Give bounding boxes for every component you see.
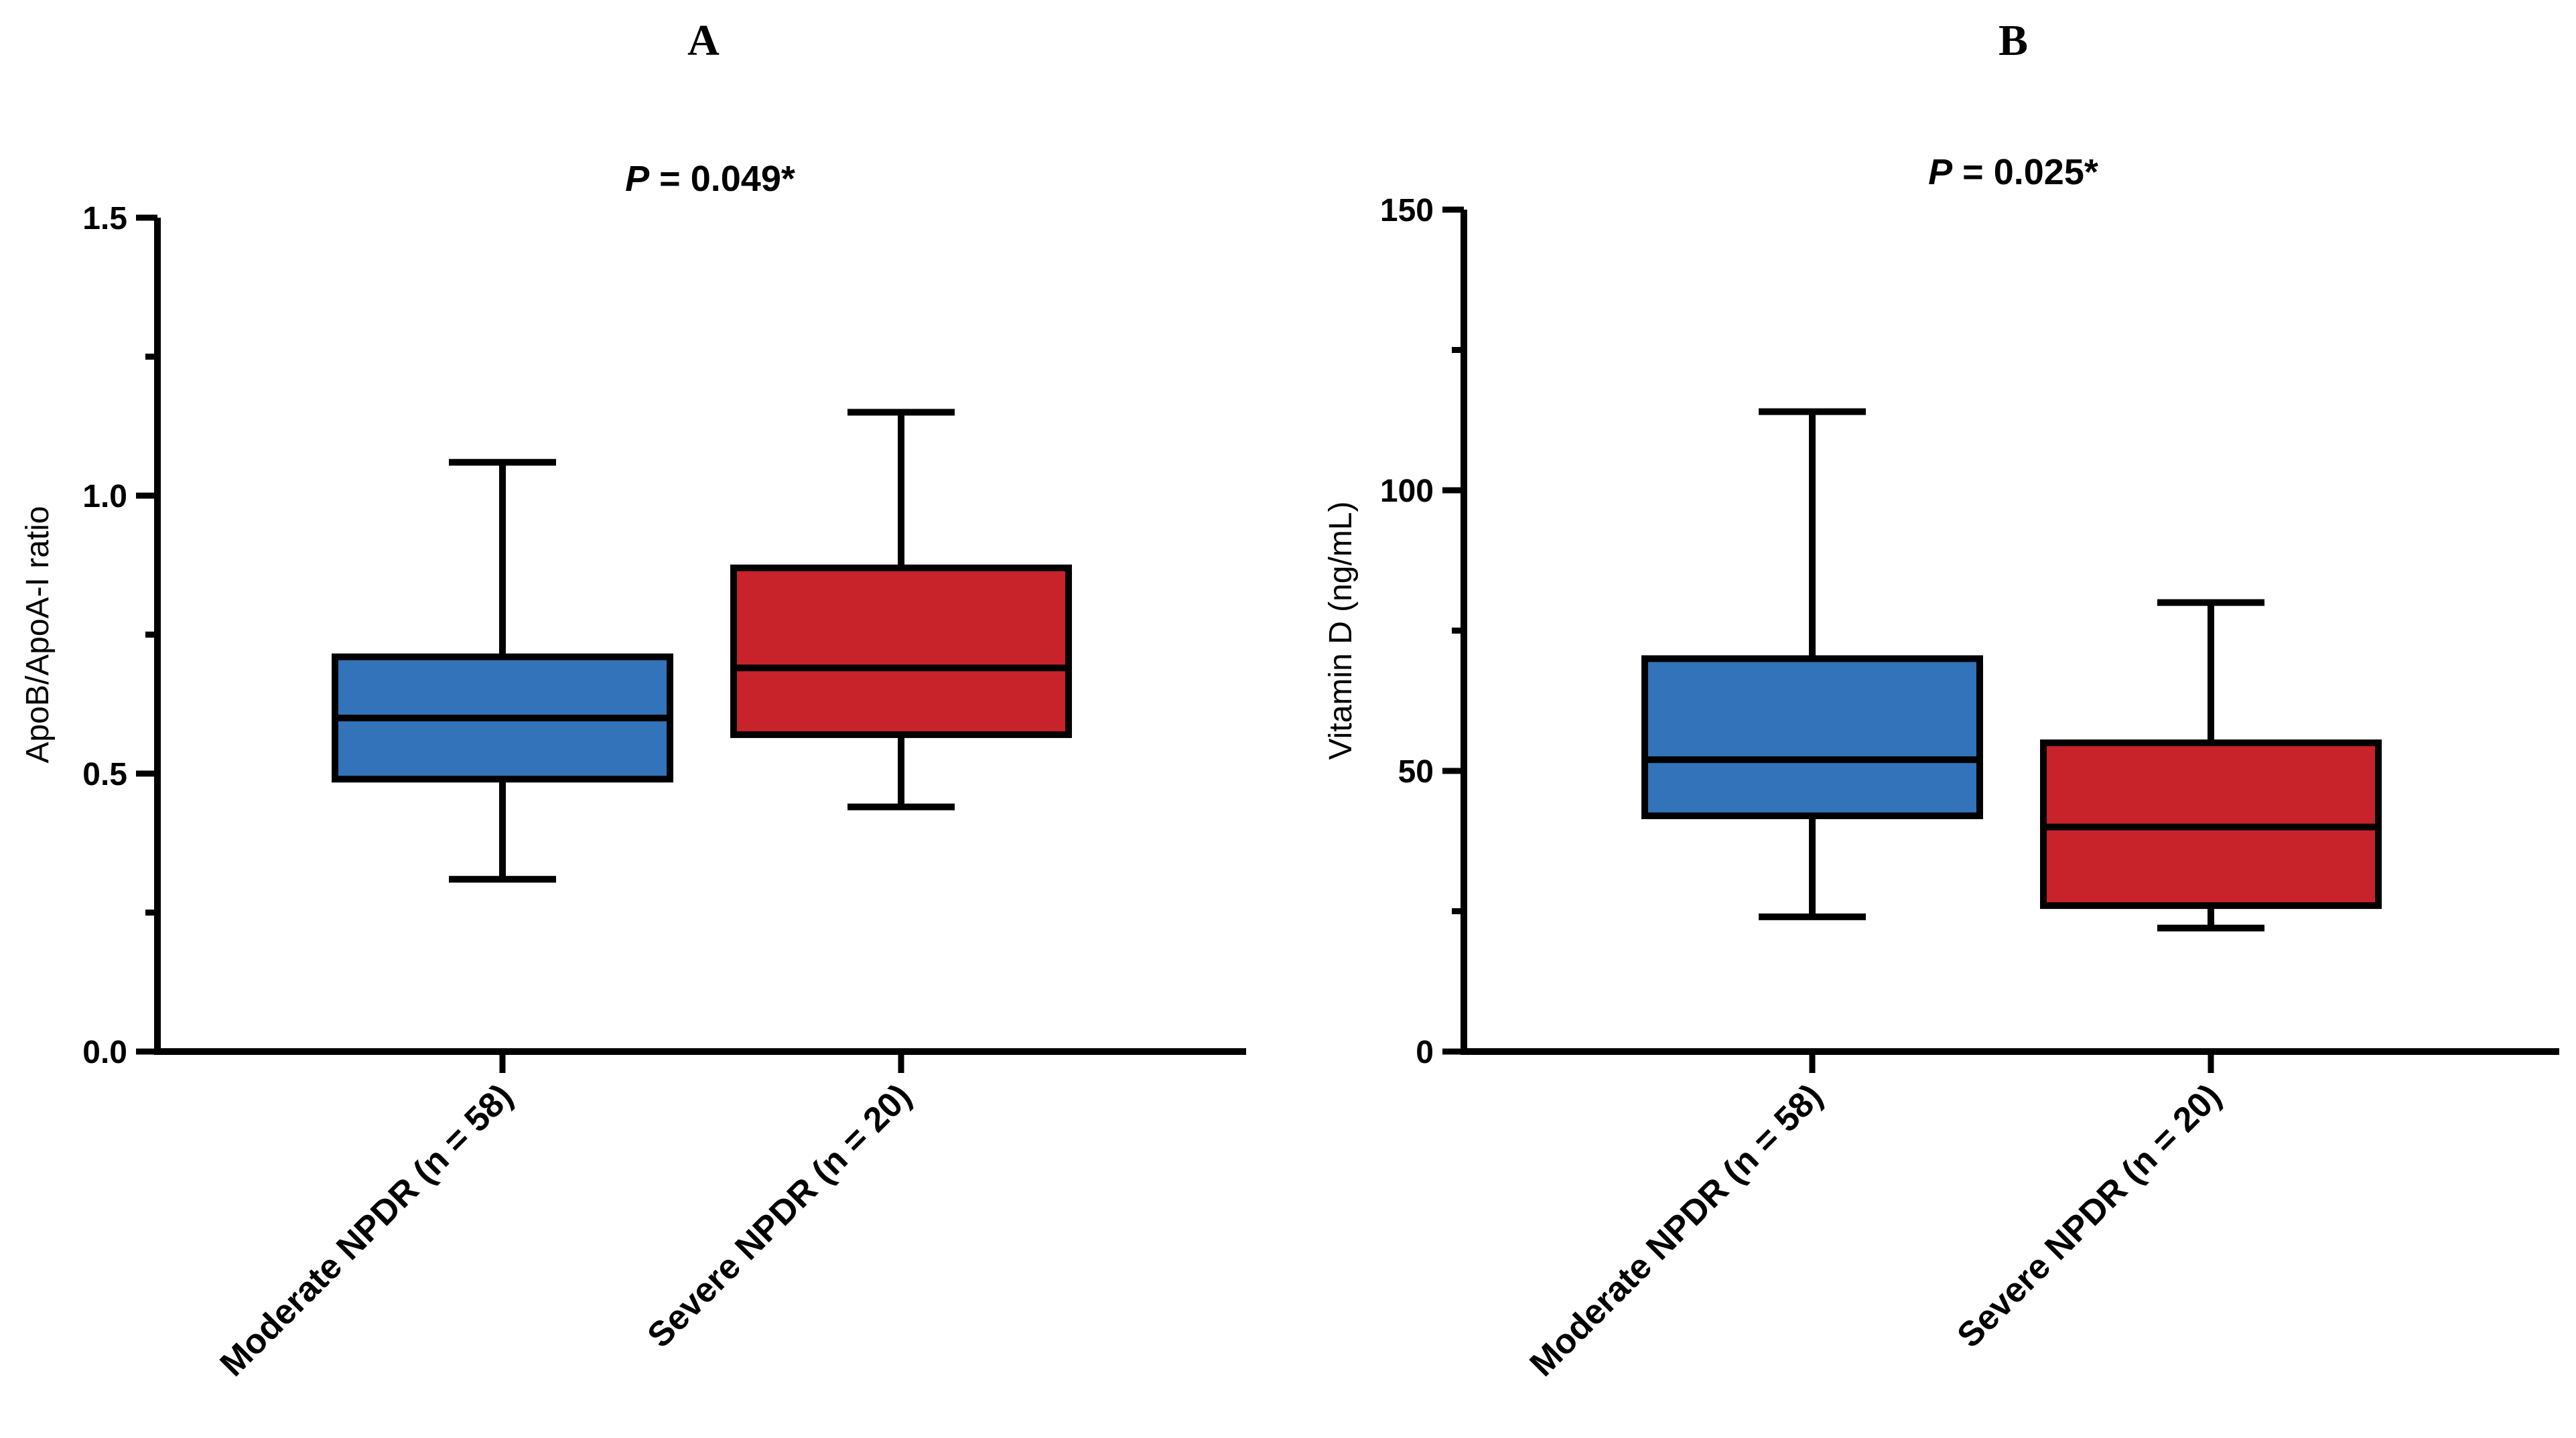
p-value-text: = 0.049*	[649, 159, 795, 199]
box-group	[1641, 408, 1983, 920]
panel-letter: A	[687, 16, 720, 65]
p-value-italic-p: P	[625, 159, 650, 199]
y-axis-title: Vitamin D (ng/mL)	[1323, 502, 1359, 760]
category-label: Moderate NPDR (n = 58)	[1523, 1076, 1830, 1384]
y-tick-label: 50	[1398, 754, 1434, 790]
box-group	[332, 459, 673, 883]
category-label: Severe NPDR (n = 20)	[640, 1076, 919, 1355]
y-tick-label: 0.5	[82, 757, 127, 792]
panel-b: B P = 0.025* 0 50 100 150 Vitamin D (ng/mL) Mod…	[1323, 16, 2559, 1384]
box-group	[730, 409, 1072, 810]
p-value-title: P = 0.049*	[625, 159, 795, 199]
y-axis-title: ApoB/ApoA-I ratio	[20, 506, 56, 763]
y-tick-label: 0.0	[82, 1035, 127, 1070]
iqr-box	[730, 564, 1072, 738]
iqr-box	[1641, 655, 1983, 820]
y-tick-label: 1.0	[82, 479, 127, 514]
y-tick-label: 1.5	[82, 201, 127, 236]
panel-a: A P = 0.049* 0.0 0.5 1.0 1.5 ApoB/ApoA-I ratio…	[20, 16, 1246, 1384]
y-tick-label: 100	[1380, 474, 1434, 509]
panel-letter: B	[1998, 16, 2028, 65]
p-value-text: = 0.025*	[1952, 152, 2098, 192]
y-tick-label: 150	[1380, 193, 1434, 228]
category-label: Severe NPDR (n = 20)	[1950, 1076, 2228, 1355]
p-value-italic-p: P	[1928, 152, 1953, 192]
p-value-title: P = 0.025*	[1928, 152, 2098, 192]
category-label: Moderate NPDR (n = 58)	[213, 1076, 521, 1384]
box-group	[2040, 599, 2382, 932]
y-tick-label: 0	[1416, 1035, 1434, 1070]
